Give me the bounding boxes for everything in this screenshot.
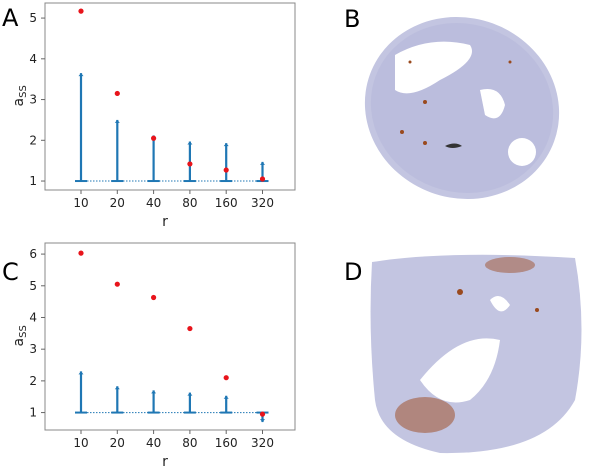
x-tick-label: 80: [182, 196, 197, 210]
y-tick-label: 4: [29, 310, 37, 324]
x-tick-label: 10: [73, 196, 88, 210]
data-point: [259, 411, 266, 417]
x-tick-label: 320: [251, 196, 274, 210]
data-point: [223, 167, 229, 173]
arrow-head: [187, 392, 193, 396]
y-axis-label: aSS: [11, 325, 29, 346]
data-point: [78, 250, 84, 256]
arrow-head: [223, 395, 229, 399]
data-point: [223, 375, 229, 381]
arrow-head: [187, 141, 193, 145]
plot-frame: [44, 242, 296, 431]
arrow-head: [223, 143, 229, 147]
x-tick-label: 20: [110, 436, 125, 450]
x-tick-label: 80: [182, 436, 197, 450]
arrow-head: [260, 161, 265, 165]
y-tick-label: 3: [29, 342, 37, 356]
arrow-head: [114, 386, 120, 390]
x-tick-label: 160: [215, 196, 238, 210]
data-point: [78, 8, 84, 14]
x-tick-label: 10: [73, 436, 88, 450]
y-tick-label: 1: [29, 174, 37, 188]
data-point: [114, 90, 120, 97]
y-tick-label: 4: [29, 52, 37, 66]
data-point: [151, 294, 157, 301]
plot-frame: [44, 2, 296, 191]
x-tick-label: 40: [146, 436, 161, 450]
arrow-head: [114, 119, 120, 123]
arrow-head: [78, 371, 84, 375]
data-point: [187, 325, 193, 332]
y-tick-label: 1: [29, 406, 37, 420]
chart-c: 1 2 3 4 5 6 10 20 40 80 160 320 r aSS: [11, 242, 296, 470]
y-tick-label: 3: [29, 93, 37, 107]
x-tick-label: 320: [251, 436, 274, 450]
y-tick-label: 5: [29, 11, 37, 25]
y-tick-label: 2: [29, 374, 37, 388]
chart-a: 1 2 3 4 5 10 20 40 80 160 320 r aSS: [11, 2, 296, 230]
data-point: [187, 161, 193, 167]
y-tick-label: 6: [29, 247, 37, 261]
y-tick-label: 2: [29, 133, 37, 147]
arrow-head: [151, 390, 157, 394]
panel-label-b: B: [344, 5, 361, 33]
x-tick-label: 20: [110, 196, 125, 210]
panel-label-a: A: [2, 4, 19, 32]
panel-label-c: C: [2, 258, 19, 286]
y-axis-label: aSS: [11, 85, 29, 106]
arrow-head: [78, 73, 84, 77]
data-point: [114, 281, 120, 287]
x-axis-label: r: [162, 454, 168, 470]
x-tick-label: 160: [215, 436, 238, 450]
data-point: [259, 176, 266, 182]
x-axis-label: r: [162, 214, 168, 230]
y-tick-label: 5: [29, 279, 37, 293]
x-tick-label: 40: [146, 196, 161, 210]
panel-label-d: D: [344, 258, 363, 286]
data-point: [151, 135, 157, 141]
arrow-head: [260, 419, 265, 423]
